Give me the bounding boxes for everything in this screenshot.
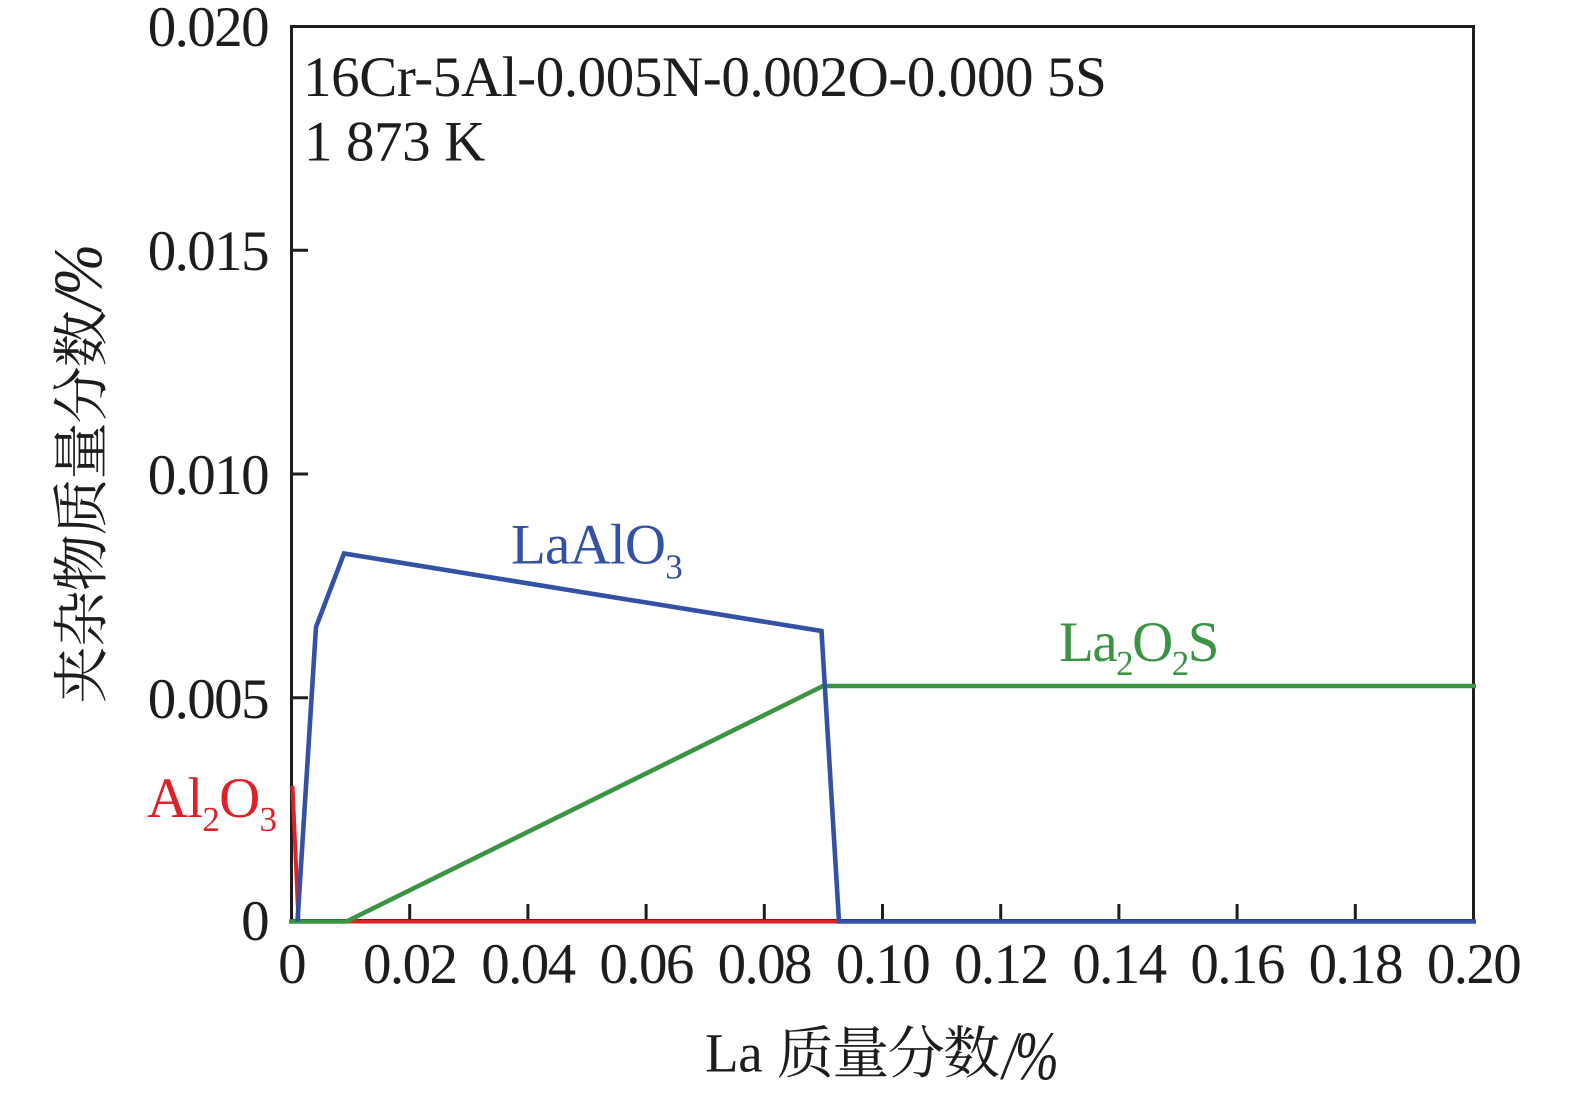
svg-text:La: La [705,1023,762,1084]
svg-text:0.020: 0.020 [148,0,268,59]
svg-text:/%: /% [41,247,116,313]
svg-text:0: 0 [278,933,305,996]
svg-text:0.10: 0.10 [836,933,929,996]
svg-text:/%: /% [1000,1018,1057,1090]
svg-text:16Cr-5Al-0.005N-0.002O-0.000 5: 16Cr-5Al-0.005N-0.002O-0.000 5S [303,46,1106,109]
svg-text:0.02: 0.02 [363,933,456,996]
svg-text:0.18: 0.18 [1309,933,1402,996]
svg-text:0.14: 0.14 [1072,933,1166,996]
svg-text:0.005: 0.005 [148,668,268,731]
svg-text:1 873 K: 1 873 K [304,111,485,174]
svg-text:La2O2S: La2O2S [1059,611,1218,683]
svg-text:0: 0 [241,890,268,953]
svg-text:0.04: 0.04 [481,933,575,996]
svg-text:0.12: 0.12 [954,933,1047,996]
svg-text:0.08: 0.08 [718,933,811,996]
svg-text:Al2O3: Al2O3 [147,767,276,839]
svg-text:0.015: 0.015 [148,220,268,283]
svg-text:0.06: 0.06 [599,933,692,996]
svg-text:0.010: 0.010 [148,444,268,507]
svg-text:0.16: 0.16 [1190,933,1283,996]
svg-text:LaAlO3: LaAlO3 [511,514,682,587]
svg-text:0.20: 0.20 [1427,933,1520,996]
